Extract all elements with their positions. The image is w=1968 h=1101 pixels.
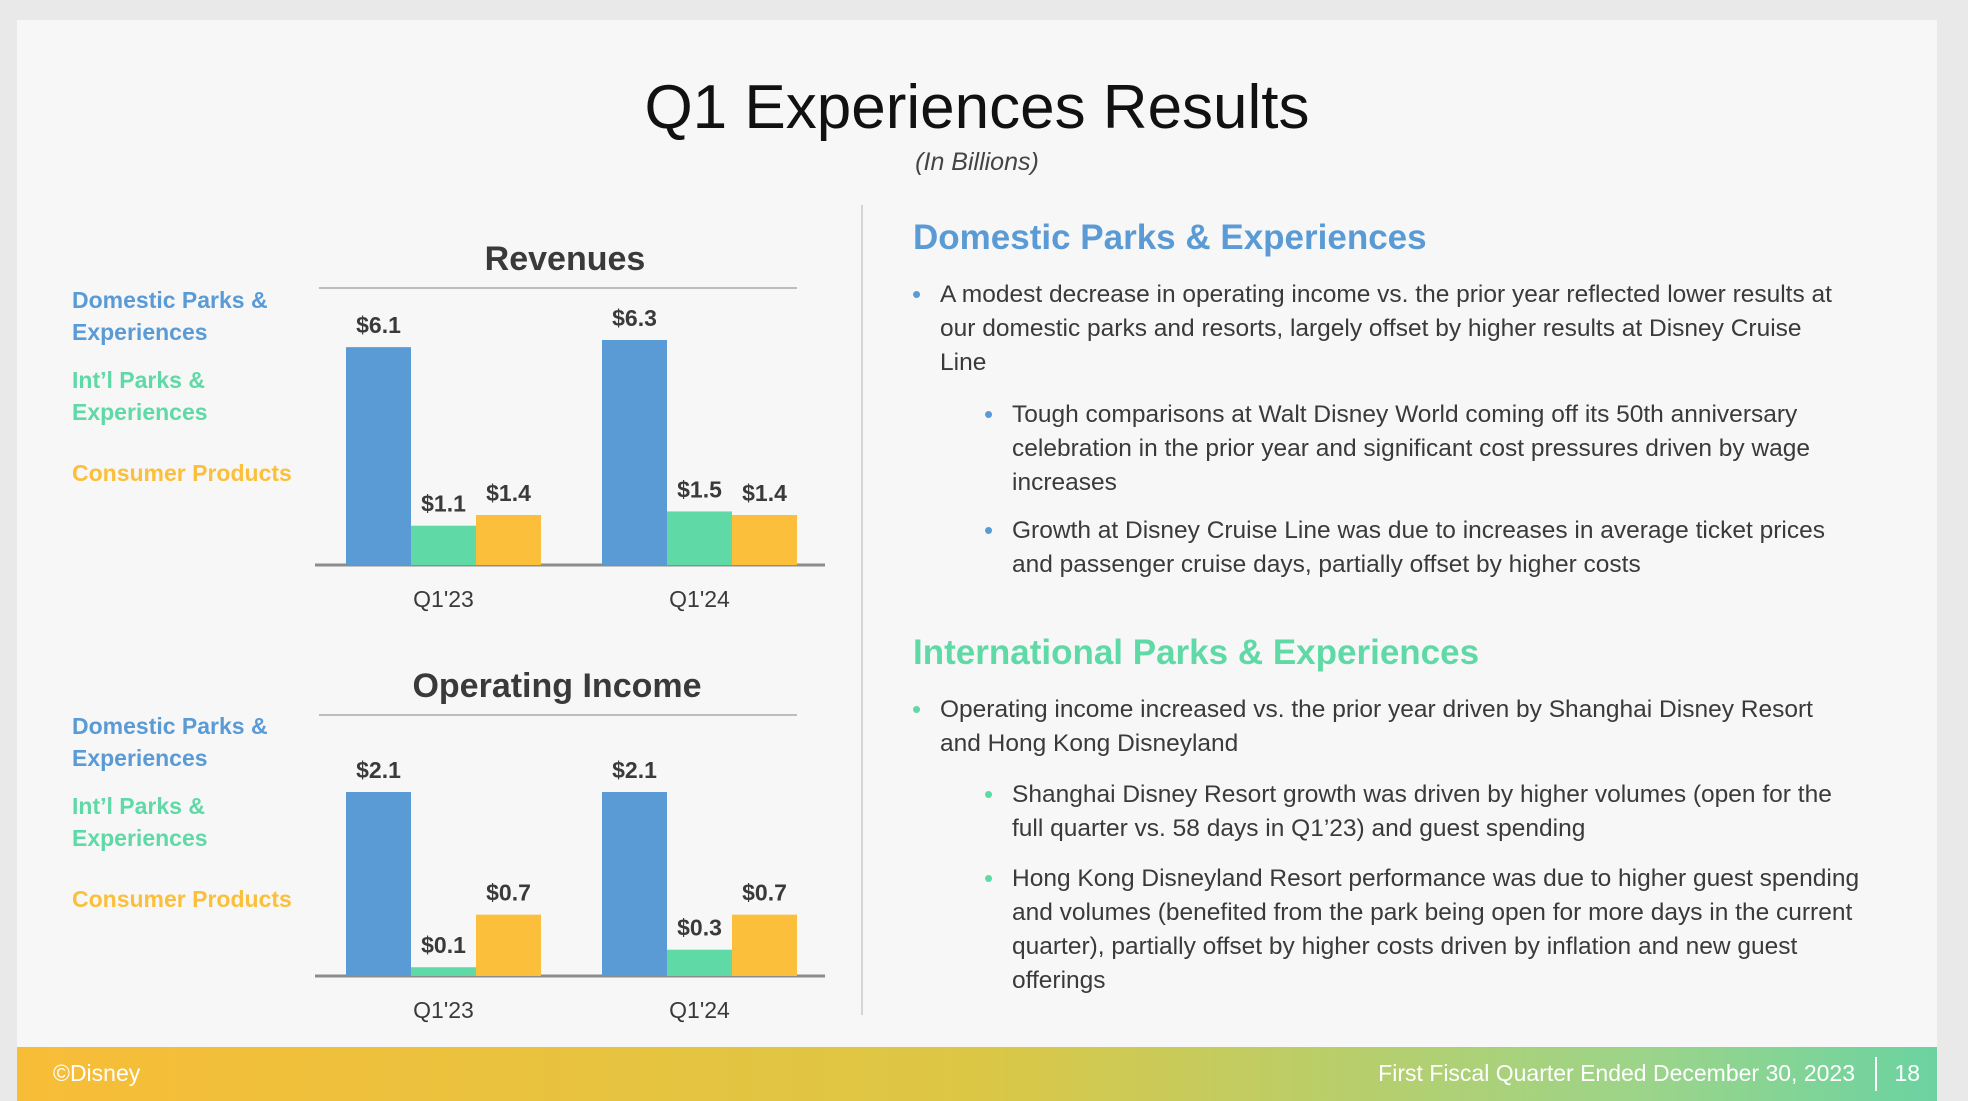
bullet-dot-icon: • xyxy=(912,694,922,724)
x-tick-label: Q1'24 xyxy=(669,997,730,1023)
bullet-text: Operating income increased vs. the prior… xyxy=(940,696,1813,757)
bar-domestic-0 xyxy=(346,792,411,976)
x-tick-label: Q1'23 xyxy=(413,586,474,612)
bar-intl-1 xyxy=(667,949,732,976)
bullet-dot-icon: • xyxy=(984,779,994,809)
domestic-bullet-1: • A modest decrease in operating income … xyxy=(912,278,1840,380)
bullet-text: Shanghai Disney Resort growth was driven… xyxy=(1012,781,1832,842)
data-label: $0.7 xyxy=(486,880,531,906)
bullet-text: Growth at Disney Cruise Line was due to … xyxy=(1012,517,1825,578)
bar-intl-0 xyxy=(411,967,476,976)
domestic-subbullet-2: • Growth at Disney Cruise Line was due t… xyxy=(984,514,1862,582)
bullet-text: A modest decrease in operating income vs… xyxy=(940,281,1832,376)
intl-section-heading: International Parks & Experiences xyxy=(913,633,1480,672)
legend-consumer-revenues: Consumer Products xyxy=(72,460,292,486)
domestic-section-heading: Domestic Parks & Experiences xyxy=(913,218,1427,257)
page-title: Q1 Experiences Results xyxy=(644,73,1310,142)
data-label: $6.3 xyxy=(612,305,657,331)
bar-intl-0 xyxy=(411,525,476,565)
revenues-chart: Revenues $6.1 $1.1 $1.4 Q1'23 $6.3 $1.5 $1.4 Q1'… xyxy=(315,240,825,612)
page-subtitle: (In Billions) xyxy=(915,148,1039,176)
data-label: $1.4 xyxy=(486,480,531,506)
bar-consumer-1 xyxy=(732,914,797,976)
chart-title: Operating Income xyxy=(412,667,701,705)
data-label: $0.1 xyxy=(421,932,466,958)
bar-domestic-0 xyxy=(346,347,411,565)
slide: Q1 Experiences Results (In Billions) Dom… xyxy=(17,20,1937,1101)
bar-consumer-1 xyxy=(732,515,797,565)
data-label: $1.5 xyxy=(677,476,722,502)
legend-domestic-oi: Domestic Parks & Experiences xyxy=(72,713,268,771)
intl-subbullet-1: • Shanghai Disney Resort growth was driv… xyxy=(984,778,1862,846)
bullet-dot-icon: • xyxy=(912,279,922,309)
page-number: 18 xyxy=(1894,1060,1920,1086)
data-label: $1.1 xyxy=(421,491,466,517)
footer-quarter-label: First Fiscal Quarter Ended December 30, … xyxy=(1378,1060,1855,1086)
footer-bar: ©Disney First Fiscal Quarter Ended Decem… xyxy=(17,1047,1937,1101)
x-tick-label: Q1'23 xyxy=(413,997,474,1023)
data-label: $0.7 xyxy=(742,880,787,906)
legend-intl-revenues: Int’l Parks & Experiences xyxy=(72,367,208,425)
intl-bullet-1: • Operating income increased vs. the pri… xyxy=(912,693,1840,761)
bullet-text: Tough comparisons at Walt Disney World c… xyxy=(1012,401,1811,496)
data-label: $6.1 xyxy=(356,312,401,338)
legend-intl-oi: Int’l Parks & Experiences xyxy=(72,793,208,851)
intl-subbullet-2: • Hong Kong Disneyland Resort performanc… xyxy=(984,862,1862,998)
footer-divider xyxy=(1875,1057,1877,1091)
bar-domestic-1 xyxy=(602,340,667,565)
legend-domestic-revenues: Domestic Parks & Experiences xyxy=(72,287,268,345)
chart-title: Revenues xyxy=(485,240,646,278)
bullet-dot-icon: • xyxy=(984,399,994,429)
data-label: $0.3 xyxy=(677,915,722,941)
bar-domestic-1 xyxy=(602,792,667,976)
data-label: $2.1 xyxy=(356,757,401,783)
bullet-dot-icon: • xyxy=(984,863,994,893)
domestic-subbullet-1: • Tough comparisons at Walt Disney World… xyxy=(984,398,1862,500)
x-tick-label: Q1'24 xyxy=(669,586,730,612)
bullet-text: Hong Kong Disneyland Resort performance … xyxy=(1012,865,1860,994)
data-label: $1.4 xyxy=(742,480,787,506)
column-divider xyxy=(861,205,863,1015)
bullet-dot-icon: • xyxy=(984,515,994,545)
bar-consumer-0 xyxy=(476,914,541,976)
bar-consumer-0 xyxy=(476,515,541,565)
data-label: $2.1 xyxy=(612,757,657,783)
bar-intl-1 xyxy=(667,511,732,565)
legend-consumer-oi: Consumer Products xyxy=(72,886,292,912)
footer-copyright: ©Disney xyxy=(53,1060,141,1086)
operating-income-chart: Operating Income $2.1 $0.1 $0.7 Q1'23 $2.1 $0.… xyxy=(315,667,825,1023)
